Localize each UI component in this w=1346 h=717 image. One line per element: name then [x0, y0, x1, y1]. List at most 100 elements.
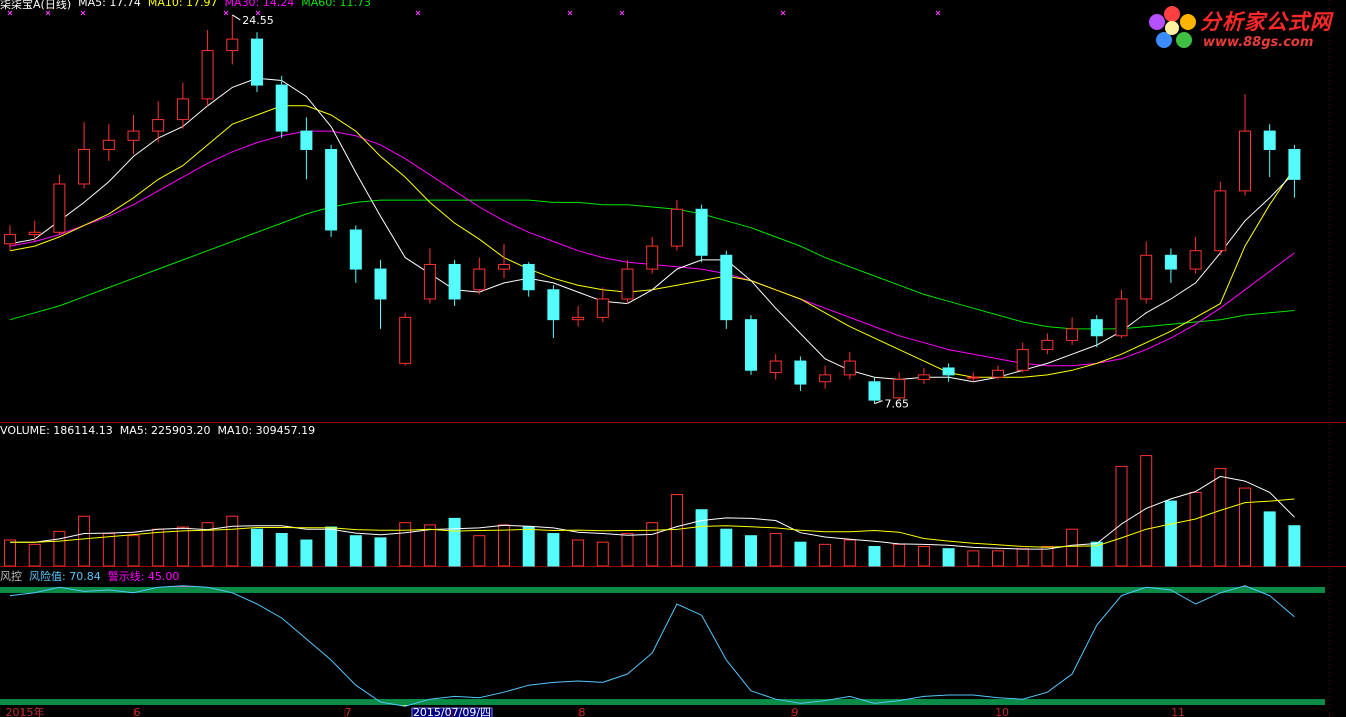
- logo-icon: [1149, 6, 1196, 48]
- x-axis-label: 6: [134, 706, 141, 717]
- candle-body: [942, 367, 955, 376]
- volume-bar: [572, 539, 585, 567]
- candle-body: [547, 289, 560, 321]
- volume-bar: [596, 541, 609, 567]
- volume-bar: [399, 522, 412, 567]
- header-item: MA10: 17.97: [147, 0, 218, 9]
- logo-title: 分析家公式网: [1200, 10, 1332, 34]
- candle-body: [621, 268, 634, 300]
- volume-ma-line: [10, 498, 1295, 548]
- panel-header: VOLUME: 186114.13 MA5: 225903.20 MA10: 309…: [0, 424, 315, 437]
- risk-low-fill: [382, 702, 885, 707]
- candle-body: [28, 231, 41, 236]
- top-marker: [223, 10, 229, 16]
- candle-body: [226, 38, 239, 52]
- candle-body: [695, 208, 708, 256]
- header-item: MA60: 11.73: [301, 0, 371, 9]
- candle-body: [670, 208, 683, 247]
- risk-band: [0, 699, 1325, 706]
- candle-body: [349, 229, 362, 270]
- volume-bar: [473, 535, 486, 567]
- volume-bar: [1090, 541, 1103, 567]
- volume-bar: [201, 522, 214, 567]
- annotation-leader: [232, 14, 241, 21]
- volume-bar: [448, 517, 461, 567]
- volume-bar: [917, 546, 930, 567]
- volume-bar: [1263, 511, 1276, 567]
- top-marker: [567, 10, 573, 16]
- candle-body: [53, 183, 66, 233]
- candle-body: [745, 319, 757, 371]
- candle-body: [572, 316, 585, 321]
- candle-body: [1263, 130, 1276, 150]
- volume-bar: [1189, 491, 1202, 567]
- top-marker: [255, 10, 261, 16]
- candle-body: [1090, 319, 1103, 337]
- volume-bar: [1115, 465, 1128, 567]
- top-marker: [45, 10, 51, 16]
- x-axis-label: 10: [995, 706, 1009, 717]
- risk-line: [9, 585, 1295, 707]
- volume-ma-line: [10, 475, 1295, 550]
- header-item: 风险值: 70.84: [29, 570, 101, 583]
- candle-body: [967, 376, 980, 379]
- volume-bar: [102, 533, 115, 567]
- volume-bar: [1016, 548, 1029, 567]
- risk-band: [0, 586, 1325, 593]
- candle-body: [1239, 130, 1251, 192]
- candle-body: [794, 360, 807, 385]
- candle-body: [992, 369, 1004, 378]
- volume-bar: [868, 546, 881, 567]
- volume-bar: [670, 494, 683, 567]
- volume-bar: [967, 550, 980, 567]
- volume-bar: [522, 526, 535, 567]
- candle-body: [201, 50, 214, 100]
- volume-bar: [152, 528, 165, 567]
- header-item: MA30: 14.24: [224, 0, 295, 9]
- volume-bar: [794, 541, 807, 567]
- x-axis-label: 7: [345, 706, 352, 717]
- volume-bar: [769, 533, 782, 567]
- volume-bar: [78, 515, 91, 567]
- candle-body: [646, 245, 659, 270]
- top-marker: [415, 10, 421, 16]
- volume-bar: [498, 524, 510, 567]
- logo-url: www.88gs.com: [1203, 35, 1314, 50]
- candle-body: [917, 374, 930, 380]
- candle-body: [1016, 349, 1029, 371]
- candle-body: [522, 263, 535, 291]
- low-label: 7.65: [885, 398, 910, 411]
- candle-body: [423, 263, 436, 300]
- volume-bar: [1041, 546, 1054, 567]
- x-axis-label: 8: [579, 706, 586, 717]
- candle-body: [1288, 148, 1301, 180]
- volume-bar: [176, 526, 189, 567]
- candle-body: [1164, 254, 1177, 270]
- volume-bar: [300, 539, 313, 567]
- top-marker: [619, 10, 625, 16]
- top-marker: [935, 10, 941, 16]
- candle-body: [893, 378, 906, 399]
- volume-bar: [720, 528, 733, 567]
- x-axis-label: 9: [792, 706, 799, 717]
- top-marker: [780, 10, 786, 16]
- candle-body: [1066, 328, 1079, 341]
- volume-bar: [251, 528, 263, 567]
- candle-body: [325, 148, 338, 231]
- candle-body: [473, 268, 486, 291]
- volume-bar: [226, 515, 239, 567]
- volume-bar: [1214, 468, 1227, 567]
- volume-bar: [942, 548, 955, 567]
- candle-body: [1189, 250, 1202, 270]
- volume-bar: [893, 543, 906, 567]
- volume-bar: [127, 535, 140, 567]
- header-item: MA10: 309457.19: [217, 424, 316, 437]
- high-label: 24.55: [242, 14, 273, 27]
- candle-body: [127, 130, 140, 141]
- header-item: VOLUME: 186114.13: [0, 424, 113, 437]
- candle-body: [374, 268, 387, 300]
- volume-bar: [695, 509, 708, 567]
- volume-bar: [1288, 525, 1301, 567]
- panel-header: 风控 风险值: 70.84 警示线: 45.00: [0, 568, 179, 584]
